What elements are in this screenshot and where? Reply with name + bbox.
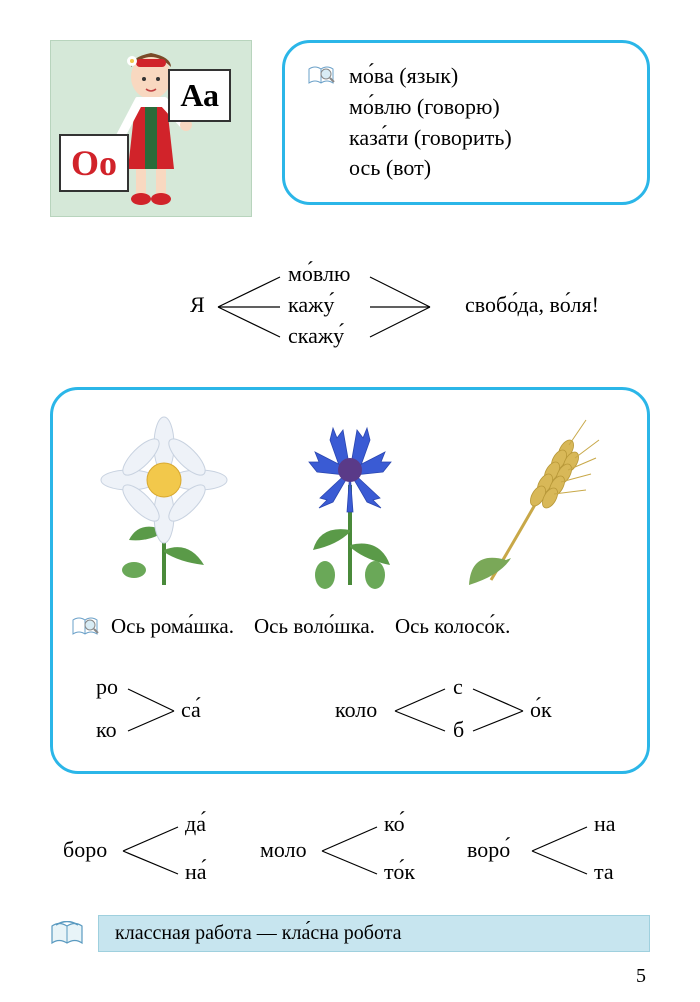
syllable-diagram: моло ко́ то́к: [250, 809, 450, 889]
svg-text:на: на: [594, 811, 616, 836]
vocab-line: ось (вот): [349, 153, 512, 184]
verb-text: скажу́: [288, 323, 344, 348]
svg-text:ко: ко: [96, 717, 117, 742]
svg-text:коло: коло: [335, 697, 377, 722]
vocab-line: мо́ва (язык): [349, 61, 512, 92]
svg-text:да́: да́: [185, 811, 206, 836]
syllable-diagram: воро́ на та: [457, 809, 647, 889]
open-book-icon: [50, 921, 84, 947]
book-magnifier-icon: [307, 65, 335, 87]
svg-text:моло: моло: [260, 837, 307, 862]
vocabulary-list: мо́ва (язык) мо́влю (говорю) каза́ти (го…: [349, 61, 512, 184]
verb-text: мо́влю: [288, 261, 350, 286]
caption-text: Ось колосо́к.: [395, 614, 510, 639]
wheat-illustration: [451, 410, 621, 590]
letter-card-aa: Аа: [168, 69, 231, 122]
syllable-diagram: ро ко са́: [76, 669, 316, 749]
letter-card-panel: Аа Оо: [50, 40, 252, 217]
svg-text:та: та: [594, 859, 614, 884]
subject-text: Я: [190, 292, 205, 317]
svg-text:боро: боро: [63, 837, 107, 862]
flowers-row: [71, 410, 629, 590]
footer-translation-bar: классная работа — кла́сна робота: [98, 915, 650, 952]
svg-text:с: с: [453, 674, 463, 699]
letter-card-oo: Оо: [59, 134, 129, 192]
svg-text:ро: ро: [96, 674, 118, 699]
vocab-line: каза́ти (говорить): [349, 123, 512, 154]
object-text: свобо́да, во́ля!: [465, 292, 599, 317]
svg-text:б: б: [453, 717, 464, 742]
top-row: Аа Оо мо́ва (язык) мо́влю (говорю) каза́…: [50, 40, 650, 217]
syllable-diagram: боро да́ на́: [53, 809, 243, 889]
syllable-row-1: ро ко са́ коло с б о́к: [71, 669, 629, 749]
svg-text:на́: на́: [185, 859, 207, 884]
page-number: 5: [636, 965, 646, 988]
footer-row: классная работа — кла́сна робота: [50, 915, 650, 952]
verb-text: кажу́: [288, 292, 334, 317]
page: Аа Оо мо́ва (язык) мо́влю (говорю) каза́…: [0, 0, 700, 1002]
sentence-diagram: Я мо́влю кажу́ скажу́ свобо́да, во́ля!: [50, 257, 650, 357]
captions-row: Ось рома́шка. Ось воло́шка. Ось колосо́к…: [71, 614, 629, 639]
svg-text:воро́: воро́: [467, 837, 510, 862]
caption-text: Ось воло́шка.: [254, 614, 375, 639]
vocab-line: мо́влю (говорю): [349, 92, 512, 123]
svg-text:ко́: ко́: [384, 811, 405, 836]
vocabulary-box: мо́ва (язык) мо́влю (говорю) каза́ти (го…: [282, 40, 650, 205]
syllable-row-2: боро да́ на́ моло ко́ то́к воро́ на та: [50, 809, 650, 889]
chamomile-illustration: [79, 410, 249, 590]
flowers-panel: Ось рома́шка. Ось воло́шка. Ось колосо́к…: [50, 387, 650, 774]
svg-text:са́: са́: [181, 697, 201, 722]
svg-text:о́к: о́к: [530, 697, 552, 722]
caption-text: Ось рома́шка.: [111, 614, 234, 639]
syllable-diagram: коло с б о́к: [325, 669, 625, 749]
cornflower-illustration: [265, 410, 435, 590]
svg-text:то́к: то́к: [384, 859, 415, 884]
book-magnifier-icon: [71, 616, 99, 638]
